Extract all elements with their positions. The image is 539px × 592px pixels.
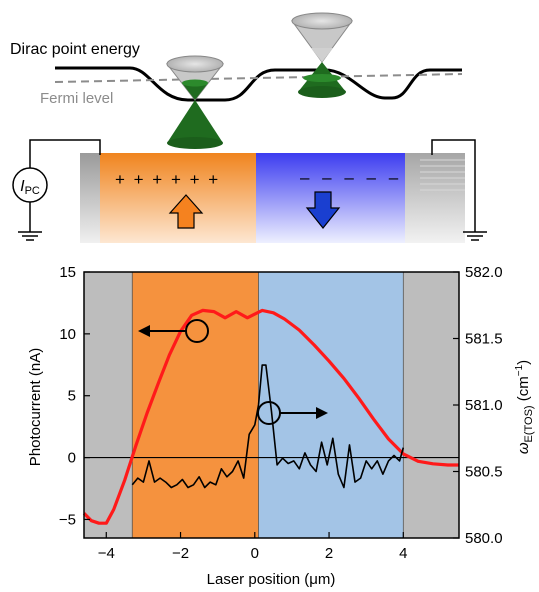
- down-arrow-icon: [305, 191, 341, 229]
- ammeter-icon: [12, 167, 48, 203]
- region-2: [258, 272, 404, 538]
- dirac-point-curve: [55, 66, 462, 102]
- ammeter-label: IPC: [20, 178, 40, 197]
- y2-axis-label: ωE(TOS) (cm−1): [514, 360, 535, 454]
- dirac-cone-left: [165, 55, 225, 149]
- y-axis-right: 580.0 580.5 581.0 581.5 582.0: [453, 264, 503, 547]
- region-1: [132, 272, 259, 538]
- x-tick-label: 0: [251, 545, 259, 562]
- positive-charges: + + + + + +: [115, 170, 220, 189]
- right-axis-indicator: [257, 401, 328, 425]
- y-axis-label: Photocurrent (nA): [27, 348, 44, 466]
- region-0: [84, 272, 133, 538]
- x-tick-label: −2: [172, 545, 189, 562]
- right-arrow-icon: [316, 407, 328, 419]
- photocurrent-chart: −4 −2 0 2 4 −5 0 5 10 15 580.0 580.5 581.0 581.5 582…: [27, 264, 535, 588]
- left-axis-indicator: [138, 319, 209, 343]
- dirac-point-label: Dirac point energy: [10, 41, 140, 58]
- fermi-level-line: [54, 73, 463, 83]
- y-tick-label: 10: [59, 326, 76, 343]
- left-ground-icon: [18, 231, 42, 241]
- dirac-cone-right: [291, 12, 353, 98]
- y2-tick-label: 581.5: [465, 331, 503, 348]
- left-arrow-icon: [138, 325, 150, 337]
- right-contact-stripes: [420, 159, 465, 191]
- y2-tick-label: 580.5: [465, 464, 503, 481]
- photocurrent-line: [82, 308, 459, 525]
- phonon-frequency-line: [131, 364, 405, 489]
- chart-series: [82, 308, 459, 525]
- right-wire: [431, 139, 476, 232]
- chart-regions: [84, 272, 459, 538]
- y-axis-left: −5 0 5 10 15: [59, 264, 90, 528]
- region-3: [403, 272, 459, 538]
- left-contact-edge: [80, 153, 100, 243]
- y2-tick-label: 580.0: [465, 530, 503, 547]
- y-tick-label: 0: [68, 450, 76, 467]
- right-ground-icon: [463, 231, 487, 241]
- x-axis-label: Laser position (μm): [207, 571, 336, 588]
- y-tick-label: 15: [59, 264, 76, 281]
- device-schematic: Dirac point energy Fermi level + + + + +…: [10, 12, 487, 243]
- y-tick-label: −5: [59, 511, 76, 528]
- y2-tick-label: 581.0: [465, 397, 503, 414]
- x-axis: −4 −2 0 2 4: [98, 532, 407, 562]
- x-tick-label: −4: [98, 545, 115, 562]
- fermi-level-label: Fermi level: [40, 90, 113, 107]
- negative-charges: – – – – –: [300, 168, 402, 187]
- y-tick-label: 5: [68, 388, 76, 405]
- up-arrow-icon: [168, 194, 204, 229]
- p-doped-region: [100, 153, 256, 243]
- y2-tick-label: 582.0: [465, 264, 503, 281]
- x-tick-label: 2: [325, 545, 333, 562]
- x-tick-label: 4: [399, 545, 407, 562]
- right-contact-edge: [405, 153, 465, 243]
- left-wire: [29, 139, 101, 168]
